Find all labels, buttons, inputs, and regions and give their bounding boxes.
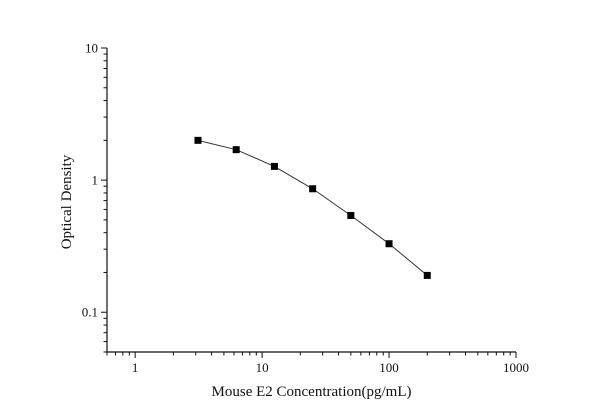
y-tick-label: 1 xyxy=(92,173,99,188)
plot-area xyxy=(194,136,431,279)
y-axis-title: Optical Density xyxy=(59,154,75,249)
data-point-marker xyxy=(423,271,431,279)
data-point-marker xyxy=(309,185,317,193)
x-tick-label: 1000 xyxy=(503,360,529,375)
axes xyxy=(106,48,516,353)
series-line xyxy=(197,139,428,276)
data-point-marker xyxy=(194,136,202,144)
y-tick-label: 10 xyxy=(85,41,98,56)
x-tick-label: 100 xyxy=(379,360,399,375)
data-point-marker xyxy=(232,146,240,154)
data-point-marker xyxy=(385,240,393,248)
x-axis-title: Mouse E2 Concentration(pg/mL) xyxy=(212,384,412,400)
x-tick-label: 1 xyxy=(132,360,139,375)
tick-labels: 1 10 100 1000 0.1 1 10 xyxy=(82,41,529,376)
data-point-marker xyxy=(270,162,278,170)
x-tick-label: 10 xyxy=(256,360,269,375)
ticks xyxy=(101,47,517,358)
y-tick-label: 0.1 xyxy=(82,305,98,320)
data-point-marker xyxy=(347,211,355,219)
